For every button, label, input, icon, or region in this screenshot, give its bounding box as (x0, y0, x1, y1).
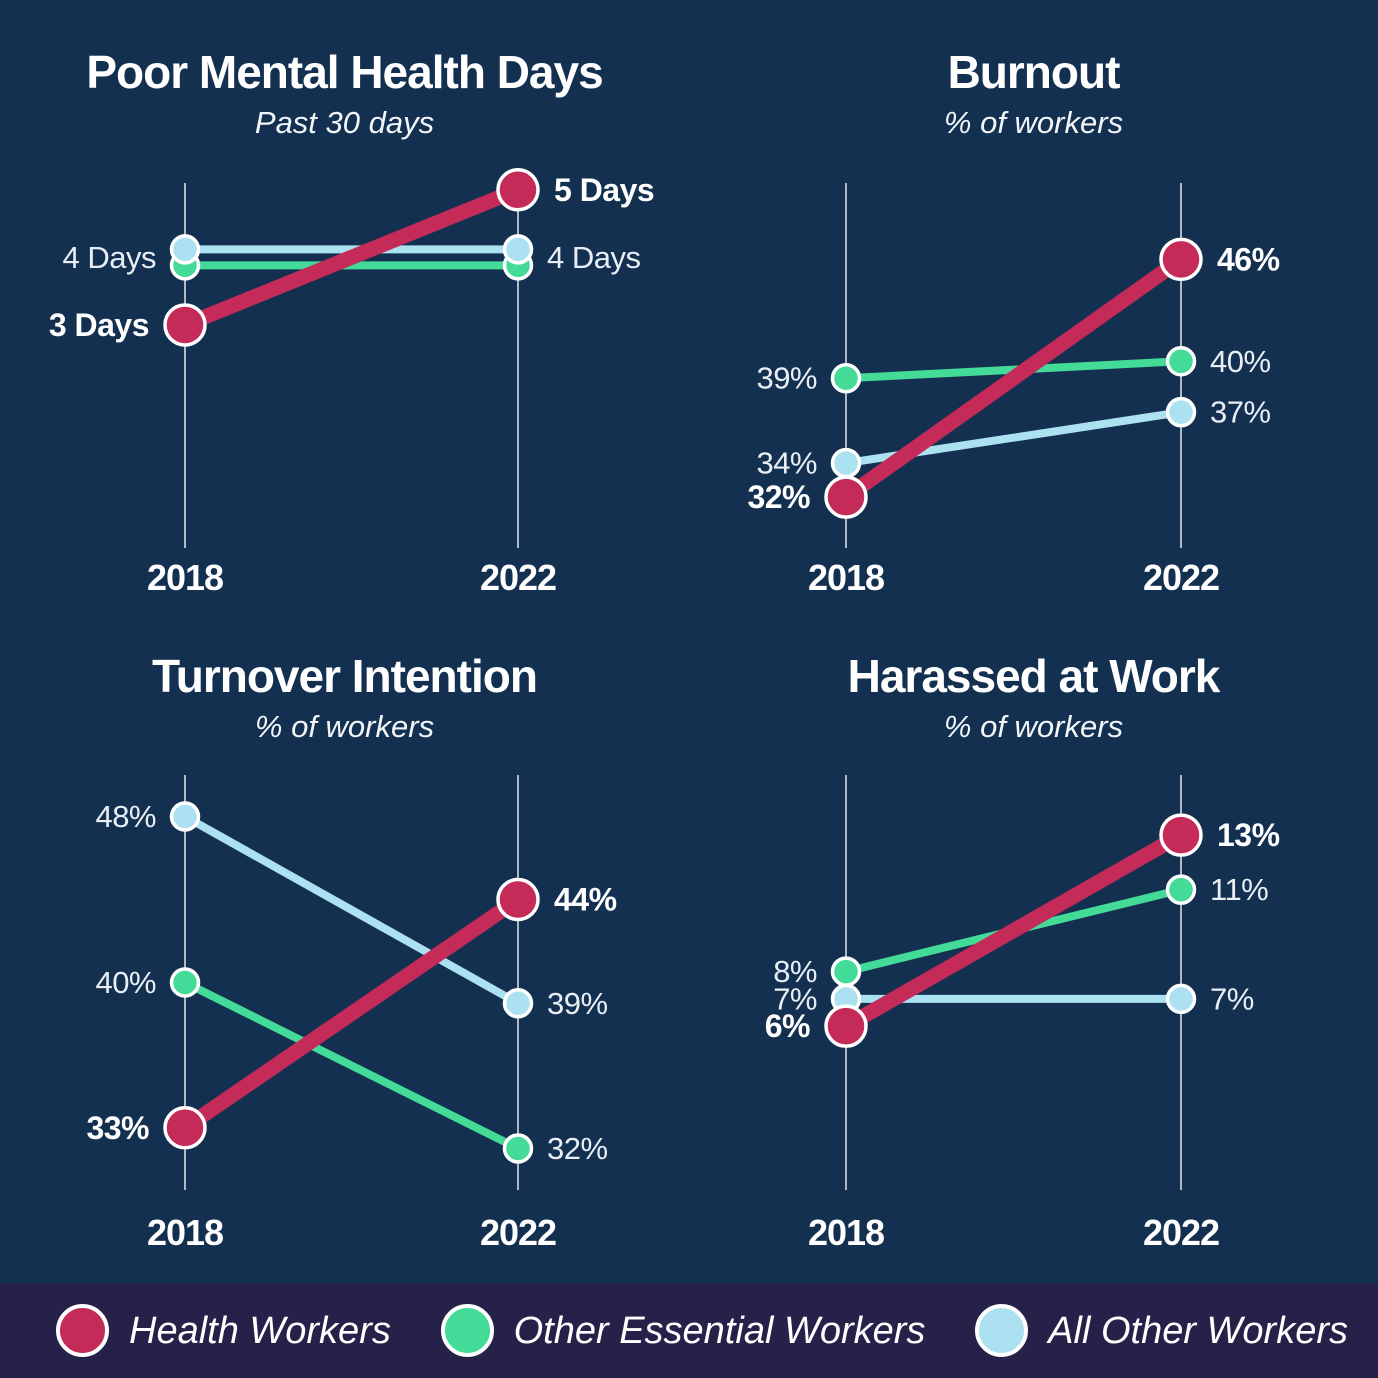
legend-label-health-workers: Health Workers (129, 1309, 391, 1352)
value-label: 4 Days (63, 240, 156, 275)
legend-swatch-health-workers-icon (56, 1304, 109, 1357)
value-label: 40% (95, 965, 156, 1000)
value-label: 37% (1210, 395, 1271, 430)
data-point (1165, 396, 1197, 428)
tick-label: 2018 (808, 557, 884, 598)
chart-title: Poor Mental Health Days (86, 46, 603, 98)
tick-label: 2022 (480, 1212, 556, 1253)
legend-swatch-other-essential-workers-icon (440, 1304, 494, 1357)
value-label: 46% (1217, 241, 1280, 277)
chart-subtitle: % of workers (254, 709, 435, 745)
data-point (824, 1004, 868, 1048)
value-label: 40% (1210, 344, 1271, 379)
slope-line (180, 893, 523, 1134)
panel-harassed-at-work: Harassed at Work % of workers 2018 2022 8%… (689, 620, 1378, 1283)
legend: Health Workers Other Essential Workers A… (0, 1283, 1378, 1378)
data-point (163, 303, 207, 347)
data-point (163, 1106, 207, 1150)
data-point (1159, 813, 1203, 857)
value-label: 6% (765, 1008, 810, 1044)
tick-label: 2018 (147, 557, 223, 598)
data-point (502, 1133, 534, 1164)
slope-chart-burnout: 2018 2022 39% 34%32% 46% 40% 37% (747, 183, 1280, 598)
chart-subtitle: % of workers (943, 709, 1124, 745)
value-label: 4 Days (547, 240, 640, 275)
legend-label-other-essential-workers: Other Essential Workers (513, 1309, 926, 1352)
value-label: 32% (547, 1131, 608, 1166)
value-label: 8% (773, 954, 817, 989)
panel-turnover-intention: Turnover Intention % of workers 2018 2022… (0, 620, 689, 1283)
data-point (830, 362, 862, 394)
value-label: 44% (554, 882, 617, 918)
data-point (830, 956, 862, 987)
data-point (1159, 237, 1203, 282)
legend-item-health-workers: Health Workers (56, 1304, 391, 1357)
value-label: 39% (547, 986, 608, 1021)
tick-label: 2022 (480, 557, 556, 598)
slope-line (842, 828, 1185, 1033)
value-label: 34% (756, 446, 817, 481)
chart-title: Turnover Intention (152, 650, 538, 702)
slope-line (182, 182, 521, 332)
tick-label: 2022 (1143, 1212, 1219, 1253)
value-label: 48% (95, 799, 156, 834)
value-label: 7% (1210, 981, 1254, 1016)
chart-title: Harassed at Work (847, 650, 1221, 702)
legend-label-all-other-workers: All Other Workers (1048, 1309, 1348, 1352)
legend-item-all-other-workers: All Other Workers (975, 1304, 1348, 1357)
data-point (1165, 874, 1197, 905)
panel-burnout: Burnout % of workers 2018 2022 39% 34% 32% 46… (689, 0, 1378, 620)
value-label: 32% (747, 479, 810, 515)
data-point (1165, 346, 1197, 377)
slope-chart-turnover-intention: 2018 2022 48% 40% 33% 44% 39% 32% (86, 775, 617, 1253)
data-point (169, 967, 201, 998)
slope-line (183, 978, 520, 1153)
tick-label: 2018 (808, 1212, 884, 1253)
legend-item-other-essential-workers: Other Essential Workers (440, 1304, 926, 1357)
data-point (502, 234, 534, 265)
data-point (169, 234, 201, 265)
legend-swatch-all-other-workers-icon (975, 1304, 1029, 1357)
value-label: 5 Days (554, 172, 654, 208)
data-point (496, 168, 540, 212)
value-label: 11% (1210, 872, 1268, 907)
tick-label: 2018 (147, 1212, 223, 1253)
data-point (169, 801, 201, 832)
value-label: 39% (756, 361, 817, 396)
data-point (824, 475, 868, 519)
panel-title-block: Burnout % of workers (689, 0, 1378, 141)
slope-chart-poor-mental-health-days: 2018 2022 4 Days 3 Days 5 Days 4 Days (49, 168, 655, 598)
panel-poor-mental-health-days: Poor Mental Health Days Past 30 days 201… (0, 0, 689, 620)
value-label: 7% (773, 981, 817, 1016)
chart-subtitle: Past 30 days (254, 105, 435, 141)
slope-line (841, 253, 1186, 504)
slope-line (183, 813, 520, 1007)
data-point (496, 877, 540, 922)
data-point (830, 447, 862, 479)
chart-title: Burnout (947, 46, 1121, 98)
data-point (1165, 983, 1197, 1015)
panel-title-block: Harassed at Work % of workers (689, 620, 1378, 745)
value-label: 3 Days (49, 307, 149, 343)
data-point (502, 988, 534, 1019)
panel-title-block: Poor Mental Health Days Past 30 days (0, 0, 689, 141)
tick-label: 2022 (1143, 557, 1219, 598)
panel-title-block: Turnover Intention % of workers (0, 620, 689, 745)
chart-subtitle: % of workers (943, 105, 1124, 141)
value-label: 33% (86, 1110, 149, 1146)
value-label: 13% (1217, 817, 1280, 853)
